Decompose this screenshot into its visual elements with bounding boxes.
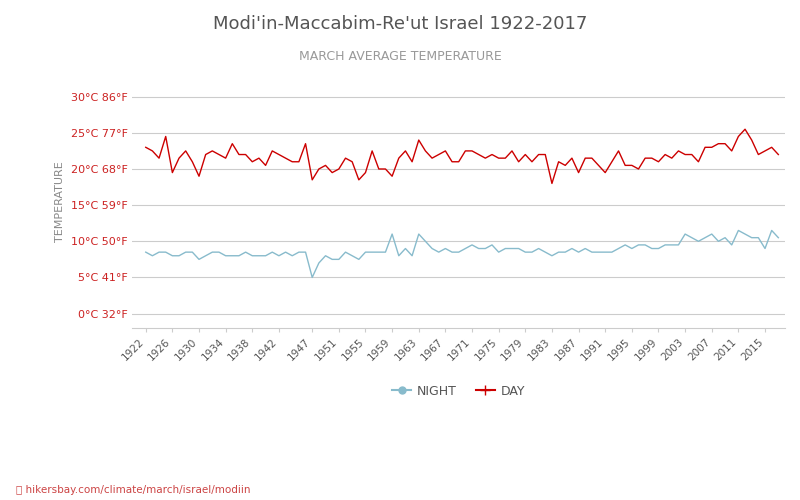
Legend: NIGHT, DAY: NIGHT, DAY: [387, 380, 530, 403]
Text: MARCH AVERAGE TEMPERATURE: MARCH AVERAGE TEMPERATURE: [298, 50, 502, 63]
Y-axis label: TEMPERATURE: TEMPERATURE: [55, 161, 65, 242]
Text: Modi'in-Maccabim-Re'ut Israel 1922-2017: Modi'in-Maccabim-Re'ut Israel 1922-2017: [213, 15, 587, 33]
Text: 📍 hikersbay.com/climate/march/israel/modiin: 📍 hikersbay.com/climate/march/israel/mod…: [16, 485, 250, 495]
